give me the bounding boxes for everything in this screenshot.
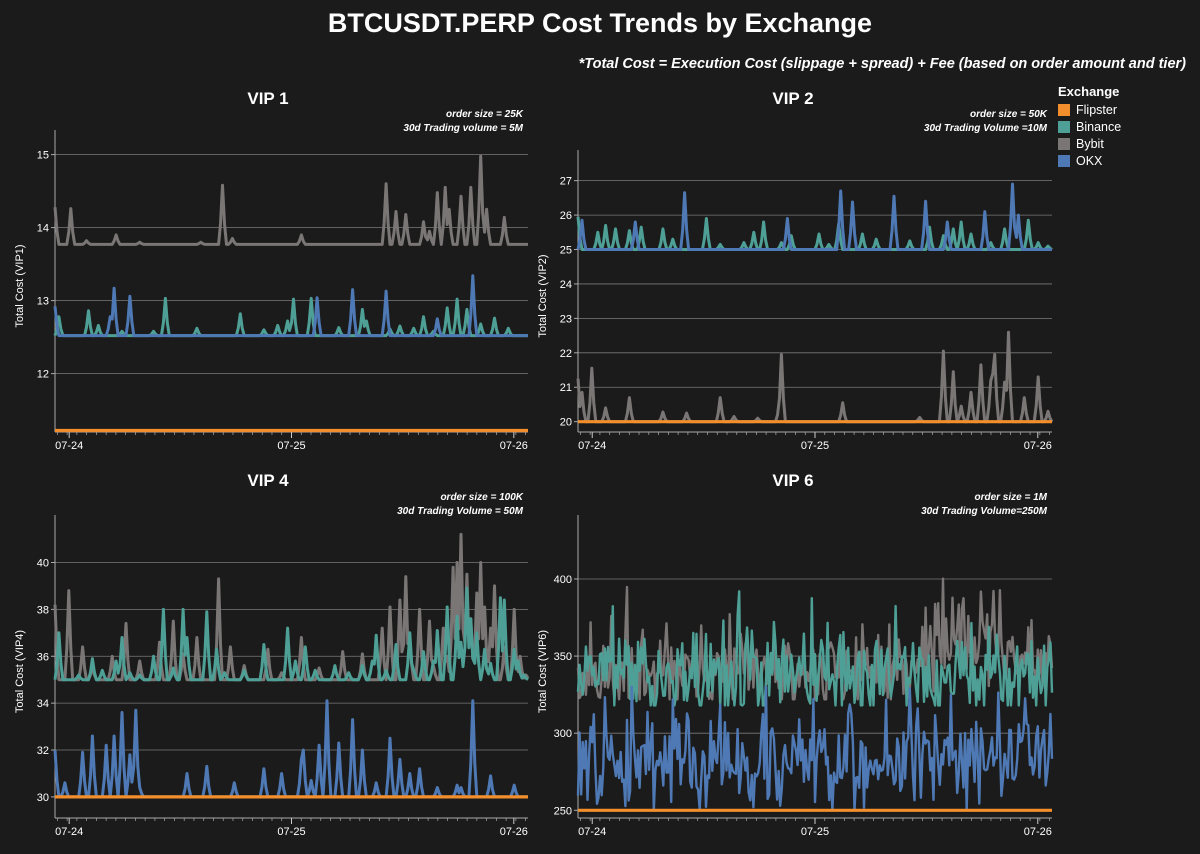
legend-swatch-binance [1058,120,1070,133]
series-line-vip1-okx [53,274,528,338]
panel-note-vip4-0: order size = 100K [440,492,523,503]
legend-swatch-bybit [1058,137,1070,150]
legend-item-bybit: Bybit [1058,135,1121,152]
y-tick-label-vip6-400: 400 [554,574,572,586]
y-tick-label-vip1-15: 15 [37,150,49,162]
legend-item-binance: Binance [1058,118,1121,135]
x-tick-label-vip1-1: 07-25 [277,440,305,452]
chart-main-title: BTCUSDT.PERP Cost Trends by Exchange [327,8,873,38]
legend-item-flipster: Flipster [1058,101,1121,118]
legend-label-flipster: Flipster [1076,102,1117,117]
total-cost-formula-note: *Total Cost = Execution Cost (slippage +… [578,56,1186,72]
chart-panel-vip4: VIP 4 order size = 100K 30d Trading Volume… [14,471,530,838]
panel-note-vip1-1: 30d Trading volume = 5M [403,123,523,134]
legend-label-binance: Binance [1076,119,1122,134]
panel-note-vip1-0: order size = 25K [446,109,524,120]
legend-swatch-okx [1058,154,1070,167]
legend: Exchange Flipster Binance Bybit OKX [1058,84,1121,169]
series-line-vip4-bybit [53,532,530,682]
chart-panel-vip1: VIP 1 order size = 25K 30d Trading volume … [14,89,528,452]
y-tick-label-vip2-24: 24 [560,279,572,291]
series-line-vip1-bybit [53,154,528,246]
series-line-vip6-binance [576,590,1054,707]
panel-note-vip2-0: order size = 50K [970,109,1048,120]
legend-item-okx: OKX [1058,152,1121,169]
y-tick-label-vip4-34: 34 [37,698,49,710]
y-tick-label-vip4-38: 38 [37,604,49,616]
y-tick-label-vip1-13: 13 [37,296,49,308]
y-axis-label-vip2: Total Cost (VIP2) [537,254,549,337]
y-tick-label-vip2-23: 23 [560,313,572,325]
panel-title-vip1: VIP 1 [247,89,288,108]
y-tick-label-vip2-25: 25 [560,245,572,257]
y-tick-label-vip1-14: 14 [37,223,49,235]
x-tick-label-vip4-0: 07-24 [55,826,83,838]
x-tick-label-vip6-0: 07-24 [578,826,606,838]
y-tick-label-vip1-12: 12 [37,369,49,381]
x-tick-label-vip1-2: 07-26 [500,440,528,452]
y-tick-label-vip2-26: 26 [560,210,572,222]
legend-label-bybit: Bybit [1076,136,1104,151]
chart-panel-vip2: VIP 2 order size = 50K 30d Trading Volume … [537,89,1054,452]
y-axis-label-vip6: Total Cost (VIP6) [537,630,549,713]
series-line-vip4-binance [53,586,529,682]
y-tick-label-vip4-40: 40 [37,558,49,570]
legend-label-okx: OKX [1076,153,1103,168]
series-line-vip6-okx [576,685,1054,812]
legend-title: Exchange [1058,84,1120,99]
y-tick-label-vip4-32: 32 [37,745,49,757]
panel-note-vip6-1: 30d Trading Volume=250M [921,506,1048,517]
y-tick-label-vip6-250: 250 [554,805,572,817]
legend-swatch-flipster [1058,103,1070,116]
panel-title-vip4: VIP 4 [247,471,289,490]
y-tick-label-vip6-300: 300 [554,728,572,740]
panel-title-vip6: VIP 6 [772,471,813,490]
y-tick-label-vip2-20: 20 [560,417,572,429]
y-axis-label-vip1: Total Cost (VIP1) [14,244,26,327]
y-tick-label-vip2-22: 22 [560,348,572,360]
panel-note-vip2-1: 30d Trading Volume =10M [924,123,1048,134]
y-tick-label-vip4-36: 36 [37,651,49,663]
y-axis-label-vip4: Total Cost (VIP4) [14,630,26,713]
chart-panel-vip6: VIP 6 order size = 1M 30d Trading Volume=2… [537,471,1054,838]
series-line-vip2-bybit [576,330,1054,424]
y-tick-label-vip6-350: 350 [554,651,572,663]
panel-note-vip6-0: order size = 1M [974,492,1047,503]
x-tick-label-vip4-1: 07-25 [277,826,305,838]
y-tick-label-vip4-30: 30 [37,792,49,804]
x-tick-label-vip2-2: 07-26 [1024,440,1052,452]
panel-title-vip2: VIP 2 [772,89,813,108]
series-line-vip4-okx [53,699,528,799]
panel-note-vip4-1: 30d Trading Volume = 50M [397,506,524,517]
x-tick-label-vip2-1: 07-25 [801,440,829,452]
y-tick-label-vip2-27: 27 [560,176,572,188]
series-line-vip2-okx [576,182,1052,251]
x-tick-label-vip1-0: 07-24 [55,440,83,452]
y-tick-label-vip2-21: 21 [560,382,572,394]
x-tick-label-vip6-2: 07-26 [1024,826,1052,838]
x-tick-label-vip2-0: 07-24 [578,440,606,452]
x-tick-label-vip6-1: 07-25 [801,826,829,838]
x-tick-label-vip4-2: 07-26 [500,826,528,838]
